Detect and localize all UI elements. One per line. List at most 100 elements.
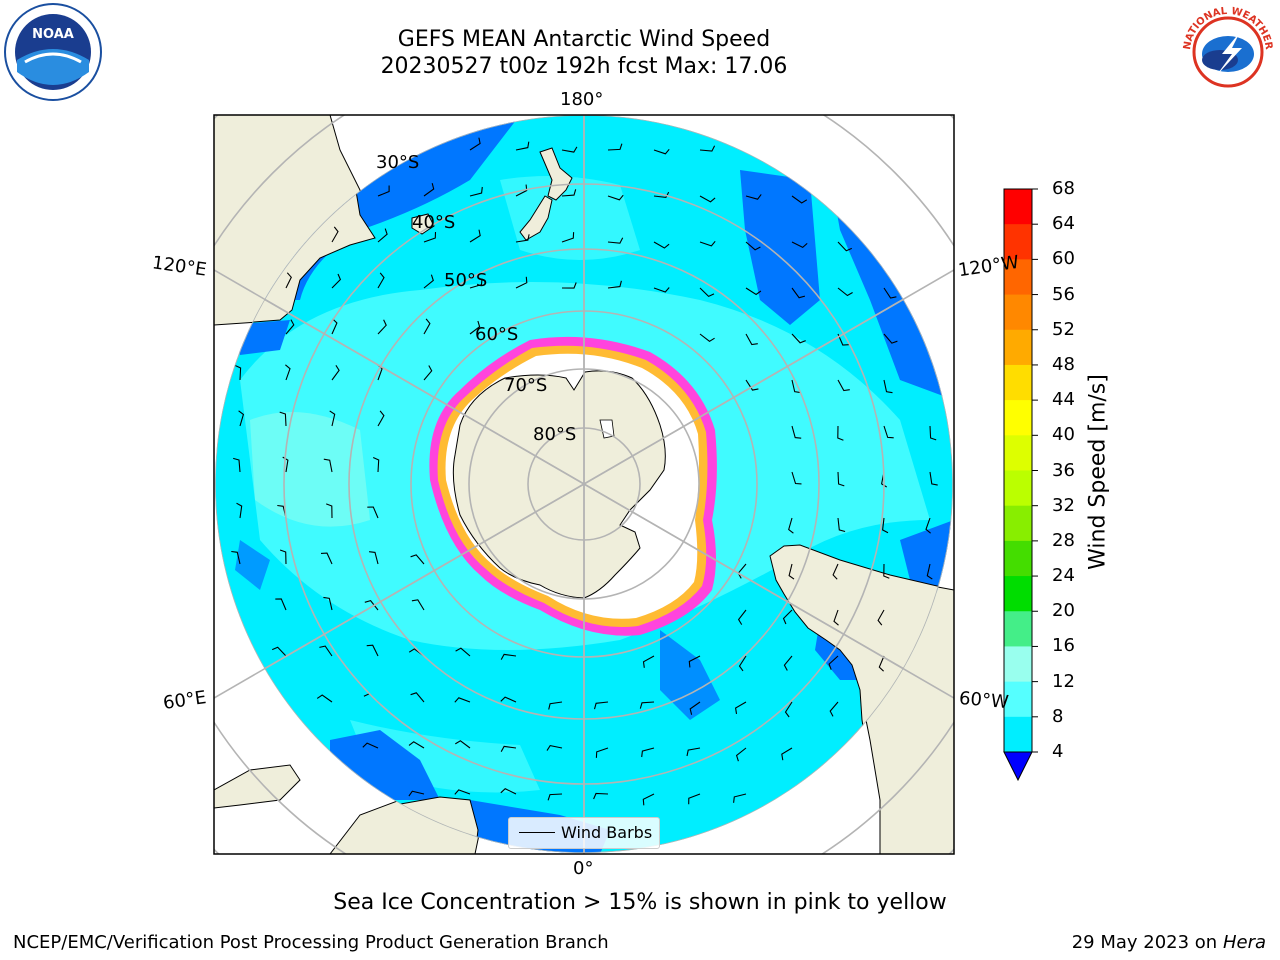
wind-barb (515, 141, 530, 151)
wind-barb (734, 701, 747, 714)
wind-barb (561, 232, 575, 243)
wind-barb (372, 456, 380, 473)
wind-barb (877, 609, 885, 626)
wind-barb (639, 701, 655, 709)
wind-barb (607, 237, 624, 244)
wind-barb (883, 425, 894, 439)
wind-barb (783, 655, 793, 671)
wind-barb (377, 185, 390, 197)
wind-barb (469, 137, 481, 151)
wind-barb (688, 655, 701, 668)
wind-barb (285, 319, 295, 335)
wind-barb (791, 471, 802, 485)
wind-barb (411, 599, 425, 611)
wind-barb (745, 379, 759, 391)
wind-barb (791, 379, 801, 394)
wind-barb (593, 792, 609, 800)
wind-barb (653, 287, 670, 293)
legend-line-icon (519, 832, 555, 833)
wind-barb (362, 742, 379, 749)
wind-barb (878, 655, 885, 672)
wind-barb (500, 745, 517, 752)
wind-barb (515, 184, 528, 197)
wind-barb (782, 609, 793, 625)
colorbar-segment (1004, 505, 1032, 542)
wind-barb (607, 280, 622, 289)
wind-barb (832, 563, 839, 580)
colorbar-tick-label: 24 (1052, 565, 1075, 587)
wind-barb (784, 701, 793, 718)
colorbar-extend-arrow (1003, 751, 1033, 782)
wind-barb (279, 411, 287, 427)
wind-barb (364, 599, 379, 611)
wind-barb (377, 272, 385, 289)
colorbar-tick-label: 28 (1052, 529, 1075, 551)
colorbar-tick-label: 12 (1052, 670, 1075, 692)
wind-barb (653, 148, 670, 155)
footer-credit: NCEP/EMC/Verification Post Processing Pr… (13, 932, 609, 953)
colorbar-segment (1004, 224, 1032, 260)
wind-barb (238, 410, 245, 427)
colorbar-tick-label: 48 (1052, 353, 1075, 375)
chart-title: GEFS MEAN Antarctic Wind Speed (397, 27, 771, 52)
wind-barb (500, 653, 517, 660)
wind-barb (500, 696, 517, 703)
wind-barb (607, 143, 623, 151)
wind-barb (455, 740, 471, 749)
wind-barb (329, 410, 336, 427)
lon-label-0: 0° (573, 858, 594, 879)
wind-barb (377, 319, 387, 335)
wind-barb (323, 596, 333, 611)
wind-barb (561, 282, 577, 289)
colorbar-segment (1004, 611, 1032, 647)
wind-barb (737, 609, 747, 625)
wind-barb (515, 234, 530, 243)
wind-barb (279, 549, 287, 565)
colorbar-segment (1004, 189, 1032, 225)
colorbar-tick-label: 52 (1052, 318, 1075, 340)
colorbar-segment (1004, 646, 1032, 683)
wind-barb (745, 287, 762, 296)
colorbar-segment (1004, 400, 1032, 436)
lat-label-50s: 50°S (444, 270, 488, 291)
wind-barb (285, 364, 291, 381)
wind-barb (469, 229, 481, 243)
footer-date: 29 May 2023 on Hera (1071, 932, 1266, 953)
wind-barb (699, 195, 716, 203)
colorbar-tick-label: 44 (1052, 389, 1075, 411)
wind-barb (319, 645, 333, 657)
colorbar-segment (1004, 681, 1032, 718)
wind-barb (561, 189, 577, 197)
colorbar-tick-label: 64 (1052, 213, 1075, 235)
wind-barb (837, 517, 846, 533)
wind-barb (561, 146, 578, 153)
wind-barb (829, 701, 839, 717)
wind-barb (653, 241, 670, 249)
lon-label-60w: 60°W (958, 687, 1010, 714)
wind-barb (515, 276, 528, 289)
wind-barb (423, 318, 431, 335)
wind-barb (837, 471, 845, 487)
colorbar (1003, 188, 1038, 782)
lat-label-80s: 80°S (533, 424, 577, 445)
wind-barb (234, 365, 242, 381)
wind-barb (423, 274, 434, 289)
colorbar-tick-label: 32 (1052, 494, 1075, 516)
wind-barb (686, 747, 701, 757)
wind-barb (316, 694, 333, 703)
wind-barb (285, 272, 292, 289)
wind-barb (595, 747, 609, 758)
svg-text:NOAA: NOAA (32, 27, 74, 42)
wind-barb (745, 333, 758, 346)
wind-barb (745, 241, 761, 251)
wind-barb (837, 287, 853, 297)
footer-host: Hera (1222, 932, 1266, 953)
wind-barb (367, 506, 379, 519)
wind-barb (735, 747, 747, 762)
wind-barbs (231, 137, 938, 806)
wind-barb (423, 183, 435, 197)
colorbar-tick-label: 68 (1052, 178, 1075, 199)
chart-subtitle: 20230527 t00z 192h fcst Max: 17.06 (380, 54, 788, 79)
wind-barb (408, 741, 425, 749)
colorbar-tick-label: 20 (1052, 600, 1075, 622)
